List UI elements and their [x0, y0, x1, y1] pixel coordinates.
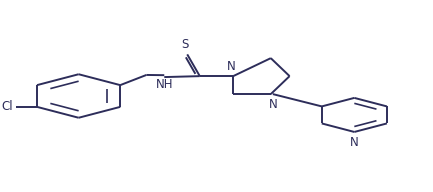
Text: N: N — [268, 98, 277, 111]
Text: Cl: Cl — [1, 100, 13, 113]
Text: N: N — [350, 136, 359, 149]
Text: S: S — [181, 38, 189, 50]
Text: NH: NH — [155, 78, 173, 91]
Text: N: N — [227, 60, 236, 73]
